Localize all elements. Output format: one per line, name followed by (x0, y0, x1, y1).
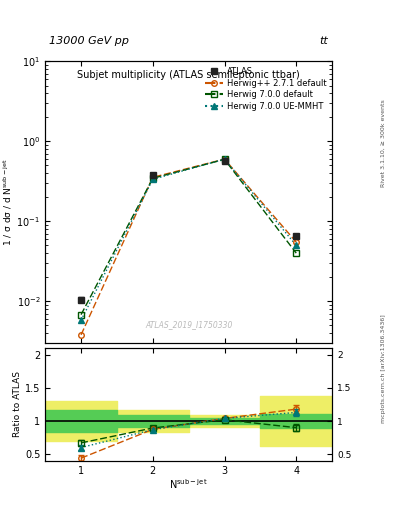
Herwig 7.0.0 default (151, 175, 155, 181)
Line: Herwig 7.0.0 default: Herwig 7.0.0 default (78, 157, 299, 317)
Legend: ATLAS, Herwig++ 2.7.1 default, Herwig 7.0.0 default, Herwig 7.0.0 UE-MMHT: ATLAS, Herwig++ 2.7.1 default, Herwig 7.… (203, 66, 328, 113)
Herwig 7.0.0 UE-MMHT (222, 156, 227, 162)
X-axis label: N$^{\mathrm{sub-jet}}$: N$^{\mathrm{sub-jet}}$ (169, 477, 208, 491)
Herwig 7.0.0 UE-MMHT (294, 242, 299, 248)
Text: 13000 GeV pp: 13000 GeV pp (49, 36, 129, 46)
Herwig 7.0.0 UE-MMHT (151, 176, 155, 182)
Text: Subjet multiplicity (ATLAS semileptonic ttbar): Subjet multiplicity (ATLAS semileptonic … (77, 70, 300, 80)
Y-axis label: Ratio to ATLAS: Ratio to ATLAS (13, 372, 22, 437)
Text: tt: tt (320, 36, 328, 46)
Herwig++ 2.7.1 default (294, 239, 299, 245)
Text: mcplots.cern.ch [arXiv:1306.3436]: mcplots.cern.ch [arXiv:1306.3436] (381, 314, 386, 423)
Herwig 7.0.0 default (79, 312, 83, 318)
Text: Rivet 3.1.10, ≥ 300k events: Rivet 3.1.10, ≥ 300k events (381, 99, 386, 187)
Herwig 7.0.0 UE-MMHT (79, 317, 83, 323)
Herwig++ 2.7.1 default (79, 332, 83, 338)
Line: Herwig++ 2.7.1 default: Herwig++ 2.7.1 default (78, 156, 299, 337)
Text: ATLAS_2019_I1750330: ATLAS_2019_I1750330 (145, 320, 232, 329)
Line: Herwig 7.0.0 UE-MMHT: Herwig 7.0.0 UE-MMHT (78, 156, 299, 323)
Herwig 7.0.0 default (294, 250, 299, 256)
Herwig++ 2.7.1 default (151, 174, 155, 180)
Herwig++ 2.7.1 default (222, 156, 227, 162)
Y-axis label: 1 / σ dσ / d N$^{\mathrm{sub-jet}}$: 1 / σ dσ / d N$^{\mathrm{sub-jet}}$ (1, 158, 14, 246)
Herwig 7.0.0 default (222, 156, 227, 162)
